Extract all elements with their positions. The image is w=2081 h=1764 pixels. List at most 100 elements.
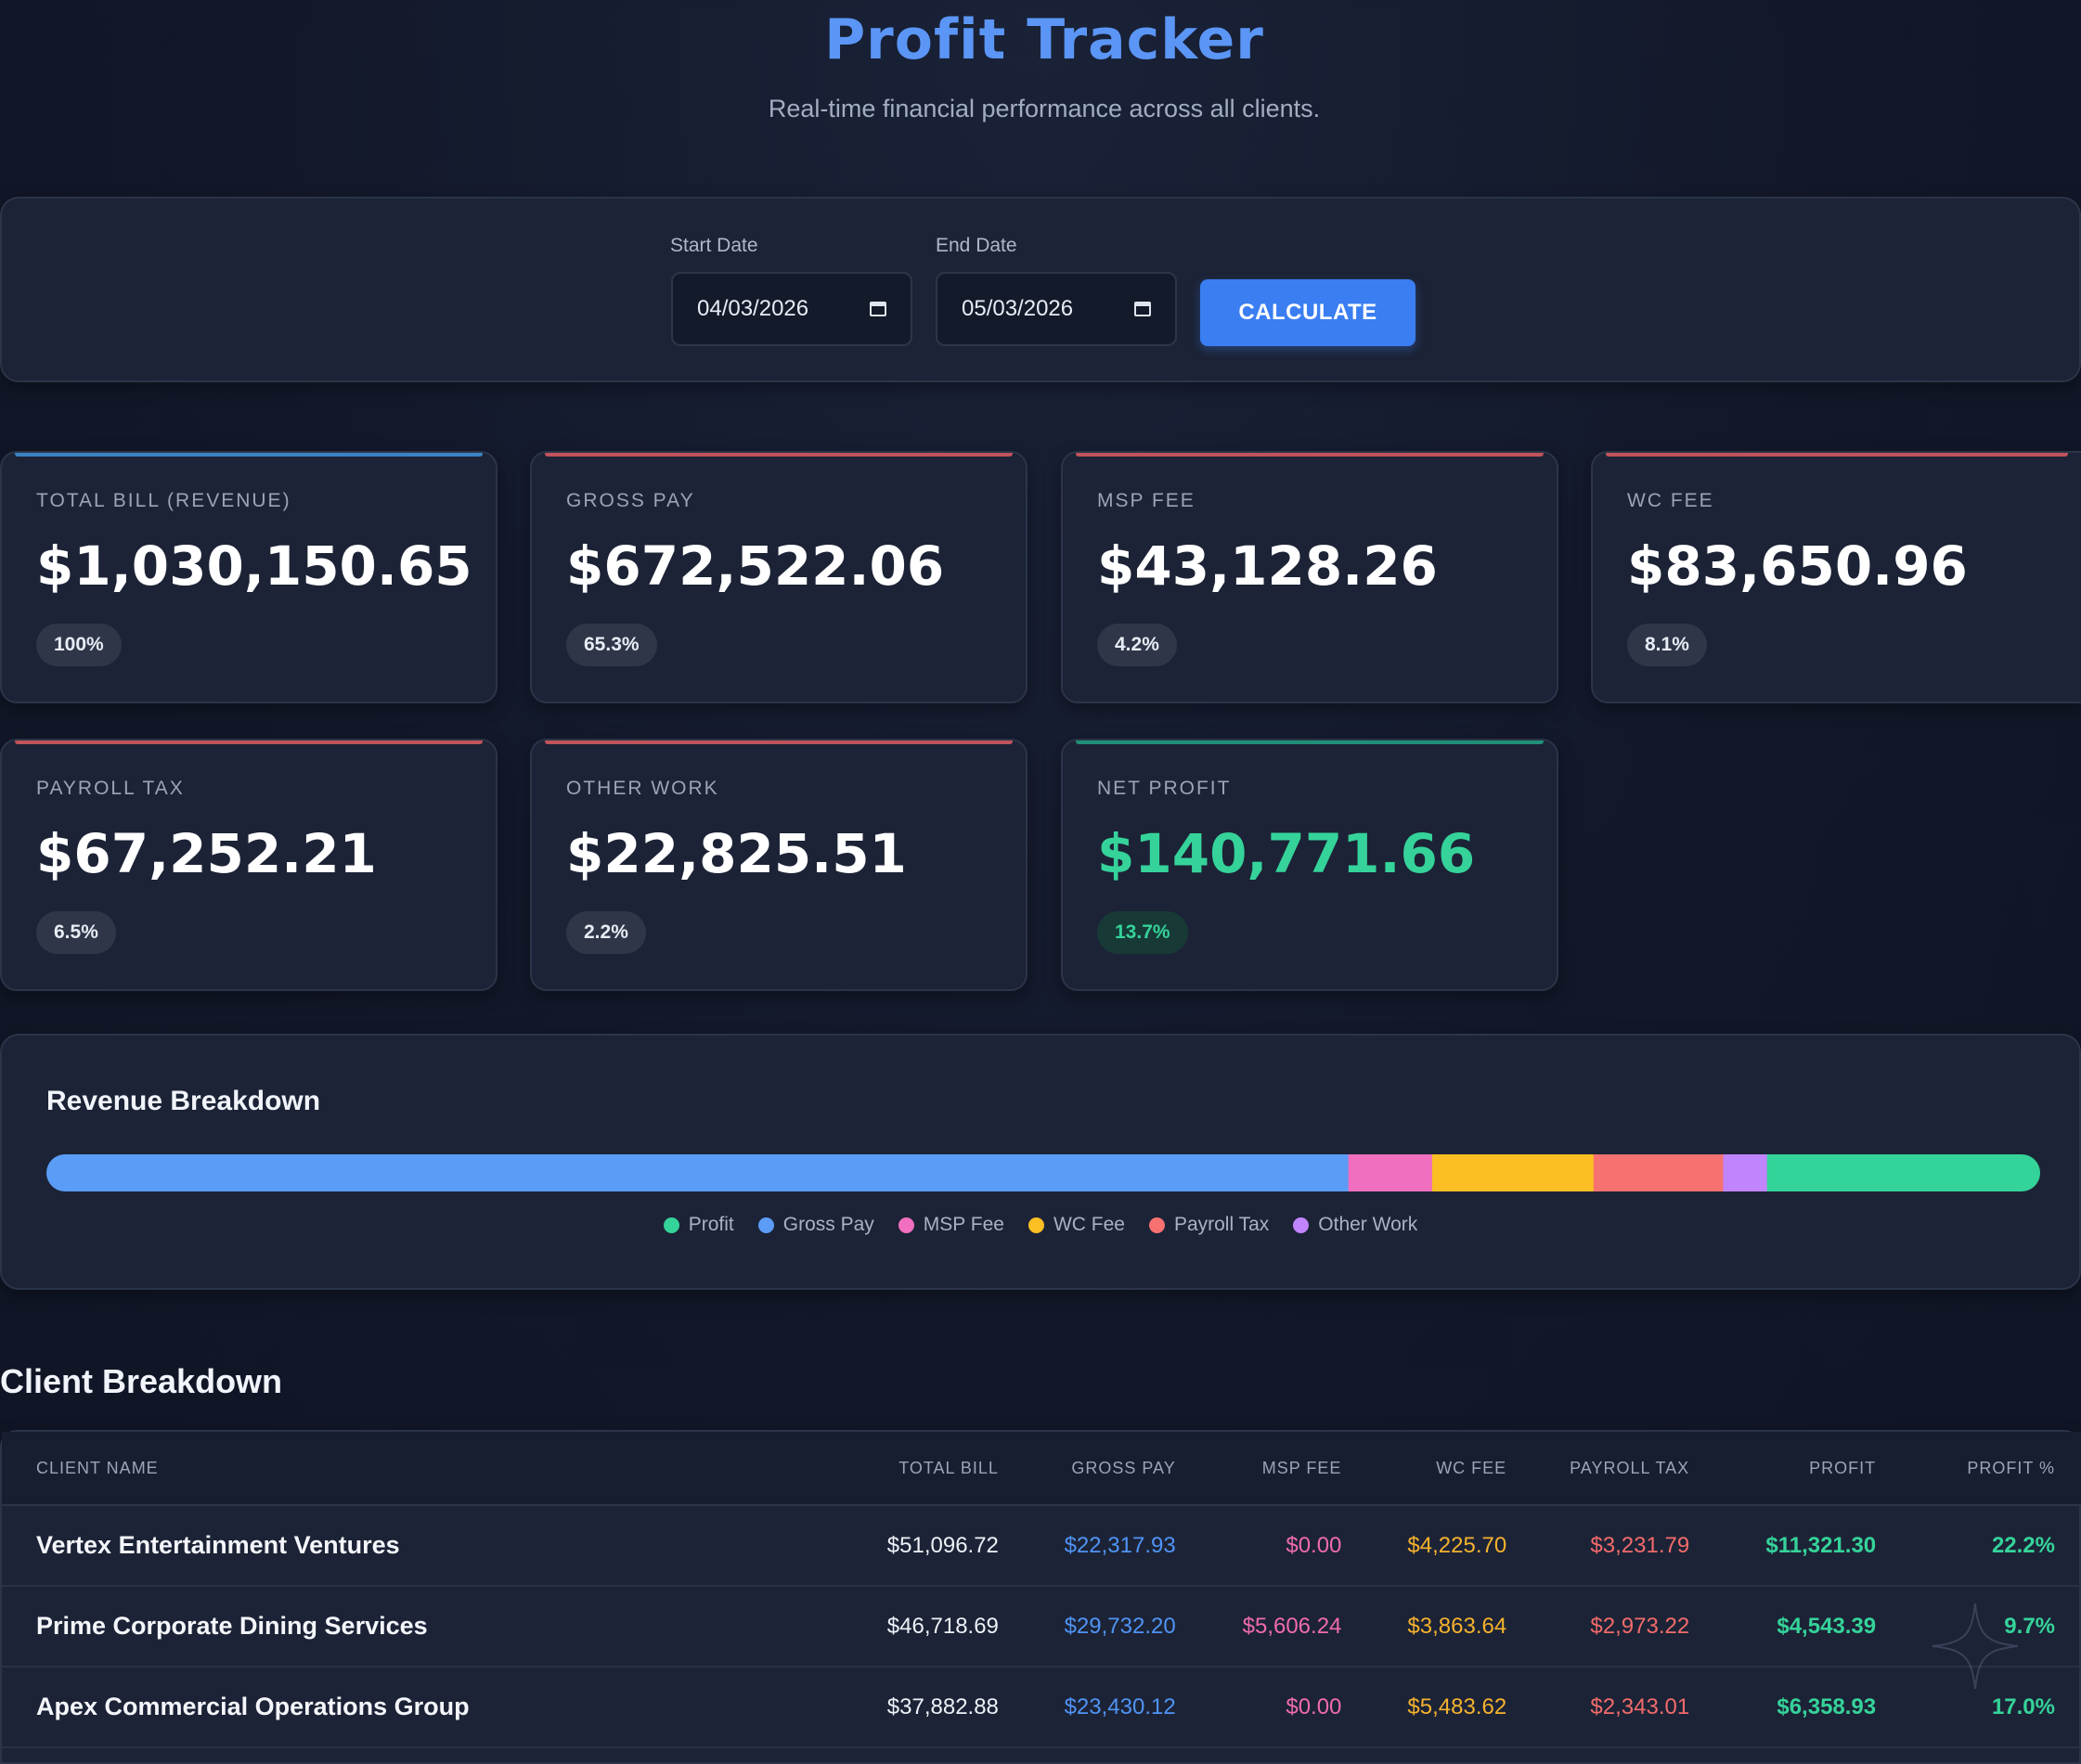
bar-segment-msp-fee [1348, 1154, 1433, 1191]
table-row[interactable]: Prime Corporate Dining Services $46,718.… [2, 1586, 2081, 1667]
calendar-icon[interactable] [1134, 302, 1151, 316]
metric-card-other-work: OTHER WORK $22,825.51 2.2% [530, 739, 1028, 991]
percent-badge: 100% [36, 624, 122, 666]
calendar-icon[interactable] [870, 302, 886, 316]
legend-dot [1148, 1217, 1165, 1233]
cell-payroll-tax: $2,343.01 [1506, 1667, 1690, 1748]
column-header-profit[interactable]: PROFIT [1689, 1432, 1877, 1506]
revenue-breakdown-bar [46, 1154, 2040, 1191]
column-header-total-bill[interactable]: TOTAL BILL [800, 1432, 999, 1506]
sparkle-icon [1932, 1603, 2019, 1690]
cell-profit-percent: 9.7% [1876, 1586, 2081, 1667]
legend-label: MSP Fee [923, 1214, 1004, 1235]
percent-badge: 13.7% [1097, 911, 1188, 954]
card-accent [15, 740, 483, 744]
legend-item-msp-fee[interactable]: MSP Fee [898, 1214, 1004, 1236]
card-accent [1076, 453, 1544, 457]
card-value: $22,825.51 [566, 822, 907, 885]
start-date-label: Start Date [670, 235, 758, 256]
bar-segment-wc-fee [1431, 1154, 1595, 1191]
column-header-wc-fee[interactable]: WC FEE [1341, 1432, 1507, 1506]
page-subtitle: Real-time financial performance across a… [768, 95, 1321, 122]
percent-badge: 65.3% [566, 624, 657, 666]
legend-item-profit[interactable]: Profit [663, 1214, 734, 1236]
card-label: MSP FEE [1097, 490, 1196, 511]
card-label: TOTAL BILL (REVENUE) [36, 490, 291, 511]
revenue-bar-svg [46, 1154, 2040, 1191]
card-value: $67,252.21 [36, 822, 377, 885]
card-value: $83,650.96 [1627, 534, 1968, 598]
card-value: $43,128.26 [1097, 534, 1438, 598]
client-table: CLIENT NAME TOTAL BILL GROSS PAY MSP FEE… [2, 1432, 2081, 1748]
page-title: Profit Tracker [824, 7, 1264, 72]
legend-label: Gross Pay [782, 1214, 874, 1235]
table-header-row: CLIENT NAME TOTAL BILL GROSS PAY MSP FEE… [2, 1432, 2081, 1506]
cell-total-bill: $37,882.88 [800, 1667, 999, 1748]
legend-dot [1293, 1217, 1310, 1233]
cell-payroll-tax: $2,973.22 [1506, 1586, 1690, 1667]
client-table-panel: CLIENT NAME TOTAL BILL GROSS PAY MSP FEE… [0, 1430, 2081, 1764]
end-date-input[interactable]: 05/03/2026 [936, 272, 1177, 346]
column-header-profit-percent[interactable]: PROFIT % [1876, 1432, 2081, 1506]
card-accent [1606, 453, 2068, 457]
card-label: NET PROFIT [1097, 778, 1232, 799]
cell-profit-percent: 17.0% [1876, 1667, 2081, 1748]
column-header-msp-fee[interactable]: MSP FEE [1175, 1432, 1342, 1506]
legend-dot [757, 1217, 774, 1233]
start-date-input[interactable]: 04/03/2026 [671, 272, 912, 346]
cell-profit: $4,543.39 [1689, 1586, 1877, 1667]
cell-total-bill: $46,718.69 [800, 1586, 999, 1667]
legend-dot [663, 1217, 679, 1233]
legend-label: WC Fee [1053, 1214, 1125, 1235]
client-name: Apex Commercial Operations Group [2, 1667, 801, 1748]
metric-card-payroll-tax: PAYROLL TAX $67,252.21 6.5% [0, 739, 498, 991]
table-row[interactable]: Apex Commercial Operations Group $37,882… [2, 1667, 2081, 1748]
card-label: WC FEE [1627, 490, 1714, 511]
cell-payroll-tax: $3,231.79 [1506, 1505, 1690, 1587]
column-header-client-name[interactable]: CLIENT NAME [2, 1432, 801, 1506]
percent-badge: 6.5% [36, 911, 116, 954]
cell-total-bill: $51,096.72 [800, 1505, 999, 1587]
card-value: $672,522.06 [566, 534, 945, 598]
legend-item-gross-pay[interactable]: Gross Pay [757, 1214, 874, 1236]
metric-card-wc-fee: WC FEE $83,650.96 8.1% [1591, 451, 2081, 703]
card-accent [545, 453, 1013, 457]
card-accent [1076, 740, 1544, 744]
cell-wc-fee: $5,483.62 [1341, 1667, 1507, 1748]
percent-badge: 8.1% [1627, 624, 1707, 666]
cell-wc-fee: $3,863.64 [1341, 1586, 1507, 1667]
card-accent [15, 453, 483, 457]
percent-badge: 4.2% [1097, 624, 1177, 666]
legend-item-payroll-tax[interactable]: Payroll Tax [1148, 1214, 1270, 1236]
bar-segment-profit [1766, 1154, 2040, 1191]
cell-profit-percent: 22.2% [1876, 1505, 2081, 1587]
legend-label: Profit [688, 1214, 734, 1235]
cell-gross-pay: $23,430.12 [998, 1667, 1176, 1748]
calculate-button[interactable]: CALCULATE [1200, 279, 1415, 346]
metric-card-net-profit: NET PROFIT $140,771.66 13.7% [1061, 739, 1558, 991]
card-value: $1,030,150.65 [36, 534, 472, 598]
legend-item-other-work[interactable]: Other Work [1293, 1214, 1417, 1236]
card-accent [545, 740, 1013, 744]
bar-segment-gross-pay [46, 1154, 1350, 1191]
column-header-gross-pay[interactable]: GROSS PAY [998, 1432, 1176, 1506]
card-label: PAYROLL TAX [36, 778, 185, 799]
legend-label: Payroll Tax [1173, 1214, 1270, 1235]
revenue-breakdown-title: Revenue Breakdown [46, 1086, 321, 1116]
end-date-value: 05/03/2026 [962, 296, 1074, 321]
end-date-label: End Date [936, 235, 1017, 256]
metric-card-total-bill: TOTAL BILL (REVENUE) $1,030,150.65 100% [0, 451, 498, 703]
cell-msp-fee: $0.00 [1175, 1667, 1342, 1748]
legend-dot [898, 1217, 914, 1233]
cell-wc-fee: $4,225.70 [1341, 1505, 1507, 1587]
column-header-payroll-tax[interactable]: PAYROLL TAX [1506, 1432, 1690, 1506]
table-row[interactable]: Vertex Entertainment Ventures $51,096.72… [2, 1505, 2081, 1587]
legend-item-wc-fee[interactable]: WC Fee [1028, 1214, 1125, 1236]
client-breakdown-title: Client Breakdown [0, 1362, 283, 1400]
cell-gross-pay: $22,317.93 [998, 1505, 1176, 1587]
bar-segment-other-work [1723, 1154, 1768, 1191]
start-date-value: 04/03/2026 [697, 296, 809, 321]
card-label: OTHER WORK [566, 778, 719, 799]
cell-profit: $11,321.30 [1689, 1505, 1877, 1587]
metric-card-gross-pay: GROSS PAY $672,522.06 65.3% [530, 451, 1028, 703]
